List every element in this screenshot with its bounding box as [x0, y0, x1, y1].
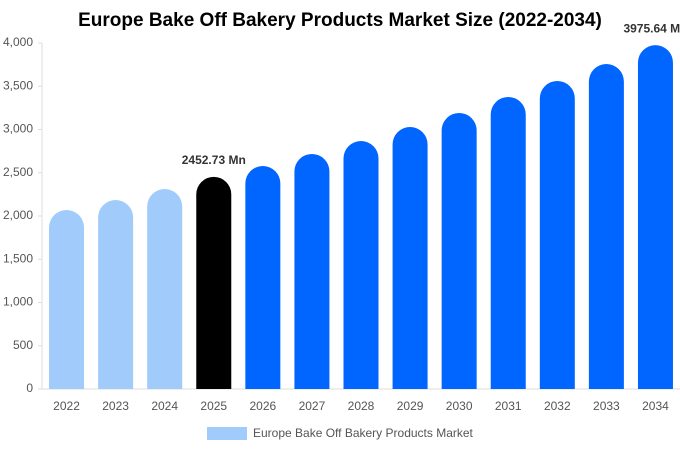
y-tick-label: 2,500 — [3, 165, 33, 179]
bar — [441, 112, 477, 389]
y-tick-label: 2,000 — [3, 208, 33, 222]
x-tick-label: 2031 — [495, 399, 522, 413]
y-tick-label: 1,500 — [3, 251, 33, 265]
bar — [294, 153, 330, 389]
y-tick-label: 0 — [26, 381, 33, 395]
x-tick-label: 2024 — [151, 399, 178, 413]
x-tick-label: 2028 — [348, 399, 375, 413]
y-tick-label: 500 — [13, 338, 33, 352]
value-label: 2452.73 Mn — [182, 153, 246, 167]
bar — [490, 96, 526, 389]
bar — [588, 64, 624, 389]
x-tick-label: 2022 — [53, 399, 80, 413]
x-tick-label: 2025 — [200, 399, 227, 413]
legend-swatch — [207, 427, 247, 440]
value-label: 3975.64 Mn — [623, 21, 680, 35]
bar — [539, 80, 575, 389]
bar — [49, 210, 85, 389]
x-tick-label: 2033 — [593, 399, 620, 413]
y-tick-label: 3,000 — [3, 122, 33, 136]
chart-title: Europe Bake Off Bakery Products Market S… — [78, 10, 602, 31]
bar — [343, 141, 379, 389]
bar — [392, 126, 428, 389]
bar — [637, 45, 673, 389]
y-tick-label: 4,000 — [3, 35, 33, 49]
legend-label: Europe Bake Off Bakery Products Market — [253, 426, 474, 440]
bar — [196, 176, 232, 389]
y-tick-label: 3,500 — [3, 78, 33, 92]
x-tick-label: 2034 — [642, 399, 669, 413]
bar — [147, 189, 183, 389]
x-tick-label: 2030 — [446, 399, 473, 413]
x-tick-label: 2029 — [397, 399, 424, 413]
x-tick-label: 2023 — [102, 399, 129, 413]
bar — [98, 199, 134, 389]
x-tick-label: 2026 — [249, 399, 276, 413]
x-tick-label: 2032 — [544, 399, 571, 413]
bar — [245, 166, 281, 389]
x-tick-label: 2027 — [299, 399, 326, 413]
y-tick-label: 1,000 — [3, 295, 33, 309]
